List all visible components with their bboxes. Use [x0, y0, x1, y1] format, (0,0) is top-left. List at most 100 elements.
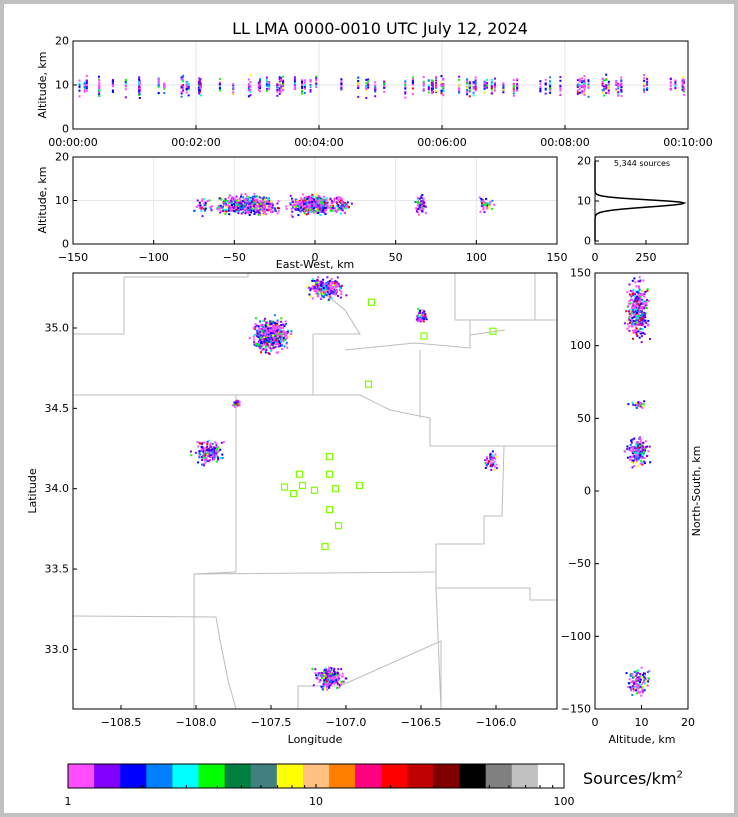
source-point	[278, 341, 281, 344]
source-point	[254, 323, 257, 326]
source-point	[549, 89, 552, 92]
source-point	[309, 197, 312, 200]
source-point	[203, 202, 206, 205]
source-point	[623, 322, 626, 325]
source-point	[643, 74, 646, 77]
source-point	[617, 85, 620, 88]
x-tick-label: 250	[636, 251, 657, 264]
source-point	[442, 94, 445, 97]
source-point	[638, 288, 641, 291]
source-point	[242, 211, 245, 214]
source-point	[319, 214, 322, 216]
source-point	[264, 339, 267, 342]
source-point	[305, 201, 308, 204]
source-point	[488, 460, 490, 463]
source-point	[270, 336, 273, 339]
source-point	[601, 91, 604, 94]
source-point	[635, 458, 638, 461]
source-point	[629, 322, 631, 324]
source-point	[632, 331, 635, 334]
source-point	[276, 332, 278, 335]
source-point	[330, 667, 333, 670]
source-point	[290, 207, 293, 210]
source-point	[512, 83, 515, 86]
source-point	[311, 200, 314, 203]
source-point	[271, 329, 274, 332]
source-point	[320, 288, 323, 291]
source-point	[632, 310, 635, 313]
source-point	[625, 672, 628, 675]
source-point	[185, 86, 188, 89]
source-point	[494, 83, 496, 86]
source-point	[253, 338, 256, 341]
source-point	[635, 444, 638, 446]
source-point	[633, 313, 636, 316]
source-point	[227, 209, 230, 212]
source-point	[627, 682, 630, 685]
source-point	[626, 456, 629, 459]
source-point	[201, 450, 204, 453]
source-point	[644, 325, 646, 328]
source-point	[340, 82, 343, 85]
source-point	[682, 93, 685, 96]
y-tick-label: 35.0	[45, 322, 70, 335]
source-point	[544, 87, 547, 90]
x-tick-label: −107.0	[326, 716, 367, 729]
source-point	[218, 78, 221, 81]
source-point	[335, 211, 338, 213]
x-tick-label: 100	[554, 795, 575, 808]
source-point	[263, 200, 265, 203]
source-point	[646, 323, 649, 326]
source-point	[270, 335, 273, 338]
source-point	[559, 86, 562, 89]
source-point	[607, 89, 610, 92]
source-point	[332, 674, 335, 677]
source-point	[427, 84, 430, 87]
source-point	[272, 345, 275, 348]
x-tick-label: −106.5	[401, 716, 442, 729]
source-point	[350, 202, 353, 205]
source-point	[292, 201, 294, 203]
source-point	[420, 202, 423, 205]
source-point	[326, 289, 329, 292]
source-point	[266, 333, 269, 336]
source-point	[642, 685, 644, 688]
source-point	[301, 82, 303, 85]
source-point	[641, 319, 644, 322]
source-point	[636, 452, 638, 455]
source-point	[646, 684, 649, 687]
source-point	[578, 78, 581, 81]
source-point	[432, 79, 434, 82]
x-tick-label: 20	[681, 716, 695, 729]
source-point	[416, 315, 418, 318]
source-point	[337, 679, 340, 682]
source-point	[636, 403, 639, 406]
source-point	[282, 79, 285, 82]
source-point	[341, 672, 344, 675]
source-point	[303, 85, 306, 88]
source-point	[328, 686, 331, 689]
source-point	[549, 87, 552, 90]
source-point	[607, 80, 610, 83]
source-point	[682, 89, 685, 92]
source-point	[340, 207, 343, 210]
source-point	[291, 210, 294, 213]
source-point	[318, 672, 321, 675]
source-point	[580, 80, 583, 83]
source-point	[274, 326, 277, 328]
source-point	[236, 208, 239, 211]
source-point	[265, 342, 268, 345]
source-point	[630, 324, 633, 327]
source-point	[669, 77, 672, 80]
source-point	[210, 452, 213, 455]
source-point	[682, 78, 685, 81]
source-point	[198, 456, 201, 459]
source-point	[329, 677, 331, 680]
source-point	[620, 84, 623, 87]
source-point	[301, 86, 303, 89]
source-point	[634, 455, 637, 458]
source-point	[272, 331, 275, 334]
source-point	[404, 96, 407, 99]
source-point	[491, 199, 494, 202]
